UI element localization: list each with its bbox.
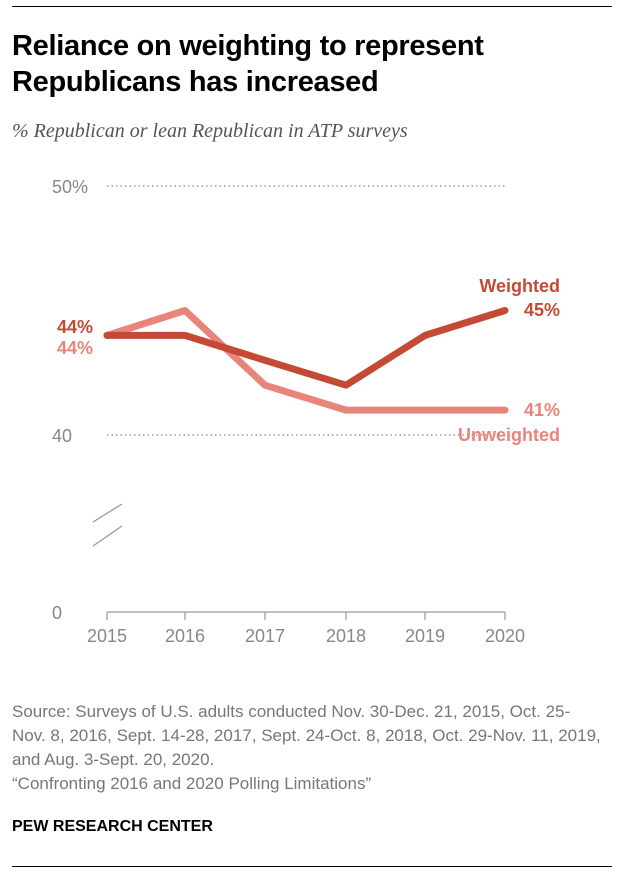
x-tick-label: 2016 xyxy=(165,626,205,646)
axis-break-mark xyxy=(92,525,123,547)
weighted-end-label: 45% xyxy=(524,300,560,320)
bottom-rule xyxy=(12,866,612,867)
report-title: “Confronting 2016 and 2020 Polling Limit… xyxy=(12,774,372,793)
line-chart: 0 40 50% 2015 2016 2017 2018 2019 2020 44%44% Weig… xyxy=(52,177,560,646)
y-tick-label: 40 xyxy=(52,426,72,446)
chart-subtitle: % Republican or lean Republican in ATP s… xyxy=(12,120,408,142)
weighted-start-label: 44% xyxy=(57,317,93,337)
source-note: Source: Surveys of U.S. adults conducted… xyxy=(12,700,602,796)
weighted-legend-label: Weighted xyxy=(479,276,560,296)
y-tick-label: 50% xyxy=(52,177,88,197)
source-text: Source: Surveys of U.S. adults conducted… xyxy=(12,702,601,769)
unweighted-end-label: 41% xyxy=(524,400,560,420)
series-line-unweighted xyxy=(103,307,509,414)
y-tick-label: 0 xyxy=(52,603,62,623)
axis-break-mark xyxy=(92,503,123,523)
x-tick-label: 2017 xyxy=(245,626,285,646)
unweighted-start-label: 44% xyxy=(57,338,93,358)
x-tick-label: 2018 xyxy=(326,626,366,646)
chart-title: Reliance on weighting to represent Repub… xyxy=(12,30,484,98)
brand-name: PEW RESEARCH CENTER xyxy=(12,818,213,835)
x-tick-label: 2020 xyxy=(485,626,525,646)
series-line-weighted xyxy=(103,307,509,389)
x-tick-label: 2015 xyxy=(87,626,127,646)
x-tick-label: 2019 xyxy=(405,626,445,646)
top-rule xyxy=(12,6,612,7)
unweighted-legend-label: Unweighted xyxy=(458,425,560,445)
